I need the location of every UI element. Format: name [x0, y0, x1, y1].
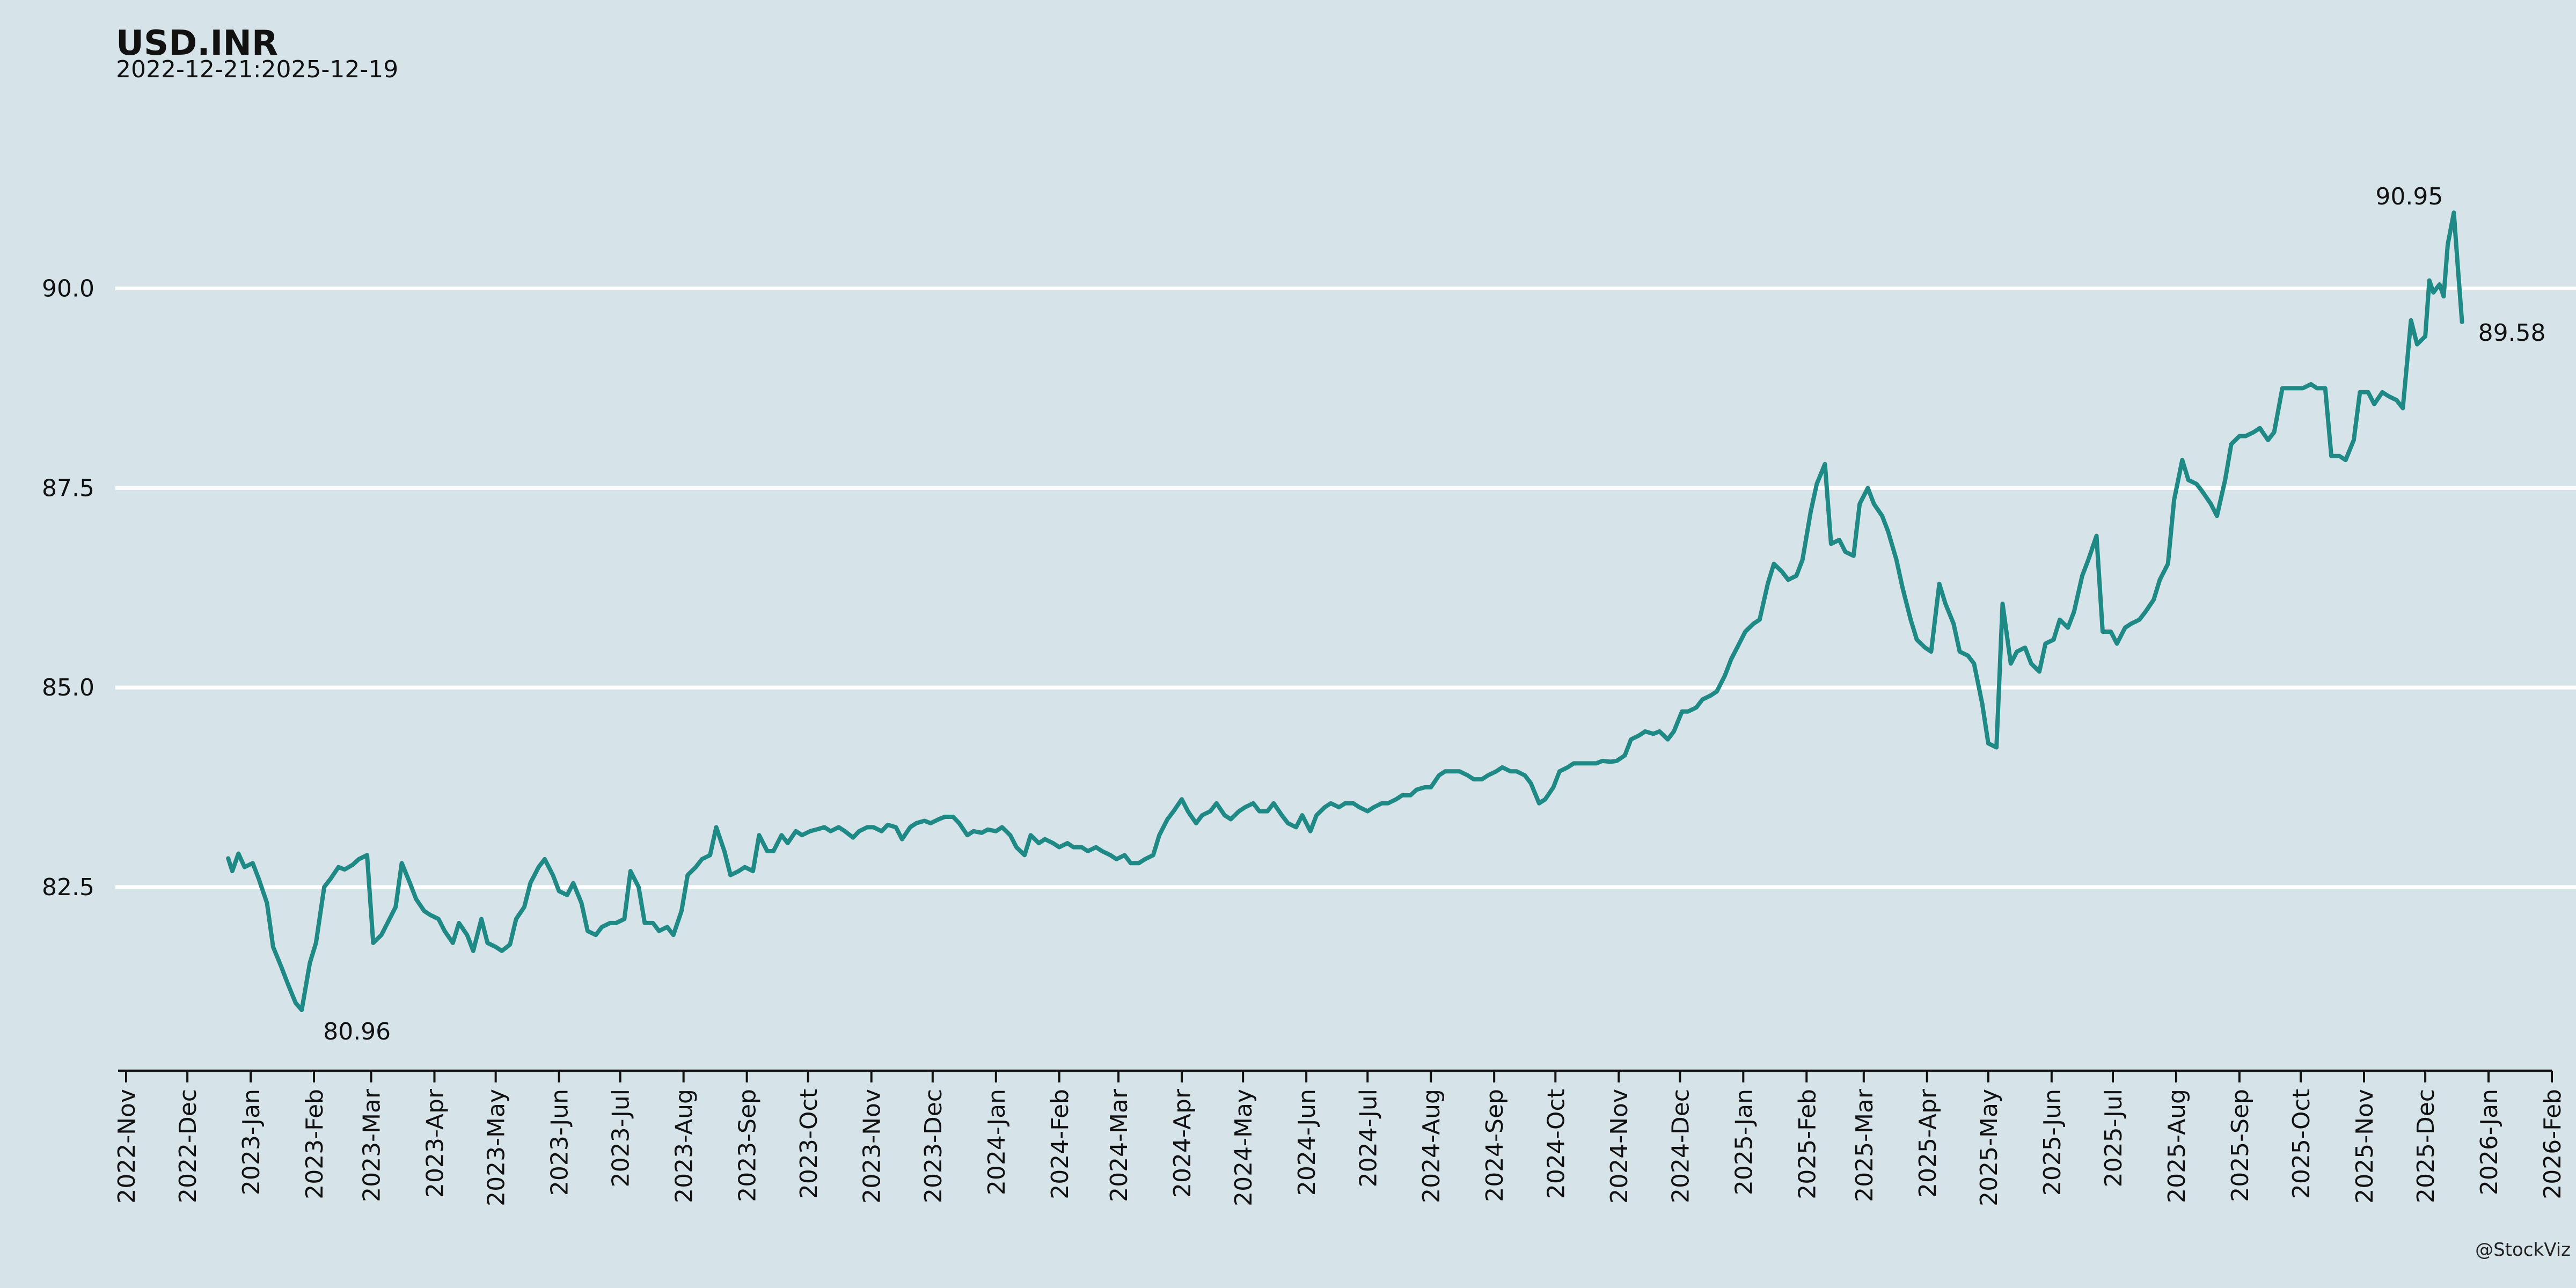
annotation-min: 80.96	[323, 1018, 391, 1045]
x-axis: 2022-Nov 2022-Dec 2023-Jan 2023-Feb 2023-Mar…	[113, 1070, 2566, 1206]
x-tick-label: 2025-Feb	[1794, 1089, 1821, 1199]
x-tick-label: 2024-Aug	[1418, 1089, 1445, 1203]
chart-subtitle: 2022-12-21:2025-12-19	[116, 56, 398, 83]
x-tick-label: 2023-Nov	[859, 1089, 886, 1204]
x-tick-label: 2025-Sep	[2227, 1089, 2254, 1202]
grid-layer	[115, 286, 2576, 889]
x-tick-label: 2024-Feb	[1046, 1089, 1074, 1199]
x-tick-label: 2026-Feb	[2539, 1089, 2566, 1199]
annotation-last: 89.58	[2478, 319, 2546, 347]
x-tick-label: 2025-Aug	[2163, 1089, 2191, 1203]
x-tick-label: 2023-Jul	[608, 1089, 635, 1187]
x-tick-label: 2025-Jan	[1730, 1089, 1758, 1195]
series-line-usd-inr	[226, 210, 2464, 1012]
x-tick-label: 2022-Dec	[174, 1089, 202, 1203]
x-tick-label: 2023-May	[483, 1089, 510, 1206]
x-tick-label: 2024-Mar	[1106, 1088, 1133, 1202]
x-tick-label: 2023-Dec	[920, 1089, 947, 1203]
x-tick-label: 2024-Jul	[1355, 1089, 1382, 1187]
x-tick-label: 2025-Mar	[1851, 1088, 1878, 1202]
credit-text: @StockViz	[2475, 1239, 2571, 1261]
x-tick-label: 2025-Dec	[2412, 1089, 2440, 1203]
x-tick-label: 2025-Jun	[2039, 1089, 2066, 1196]
x-tick-label: 2023-Aug	[671, 1089, 698, 1203]
y-axis: 82.5 85.0 87.5 90.0	[42, 275, 94, 901]
series-layer	[226, 210, 2464, 1012]
x-tick-label: 2025-Jul	[2100, 1089, 2127, 1187]
y-tick-label: 87.5	[42, 474, 94, 502]
annotation-max: 90.95	[2375, 183, 2443, 210]
annotation-layer: 80.96 90.95 89.58	[323, 183, 2545, 1045]
x-tick-label: 2025-May	[1975, 1089, 2003, 1206]
x-tick-label: 2026-Jan	[2476, 1089, 2503, 1195]
x-tick-label: 2024-Dec	[1667, 1089, 1694, 1203]
x-tick-label: 2022-Nov	[113, 1089, 141, 1204]
x-tick-label: 2024-Jun	[1293, 1089, 1321, 1196]
y-tick-label: 85.0	[42, 674, 94, 701]
x-tick-label: 2024-Sep	[1481, 1089, 1509, 1202]
x-tick-label: 2024-May	[1230, 1089, 1257, 1206]
y-tick-label: 82.5	[42, 874, 94, 901]
x-tick-label: 2023-Apr	[422, 1088, 449, 1198]
x-tick-label: 2023-Oct	[795, 1089, 823, 1199]
x-tick-label: 2023-Sep	[734, 1089, 762, 1202]
y-tick-label: 90.0	[42, 275, 94, 302]
x-tick-label: 2024-Jan	[983, 1089, 1011, 1195]
chart-title: USD.INR	[116, 24, 278, 63]
x-tick-label: 2023-Jan	[238, 1089, 265, 1195]
x-tick-label: 2023-Jun	[546, 1089, 574, 1196]
x-tick-label: 2024-Oct	[1542, 1089, 1570, 1199]
x-tick-label: 2023-Feb	[301, 1089, 328, 1199]
x-tick-label: 2024-Apr	[1169, 1088, 1196, 1198]
x-tick-label: 2024-Nov	[1606, 1089, 1633, 1204]
x-tick-label: 2025-Apr	[1914, 1088, 1942, 1198]
x-tick-label: 2025-Nov	[2351, 1089, 2379, 1204]
x-tick-label: 2023-Mar	[358, 1088, 386, 1202]
x-tick-label: 2025-Oct	[2288, 1089, 2315, 1199]
